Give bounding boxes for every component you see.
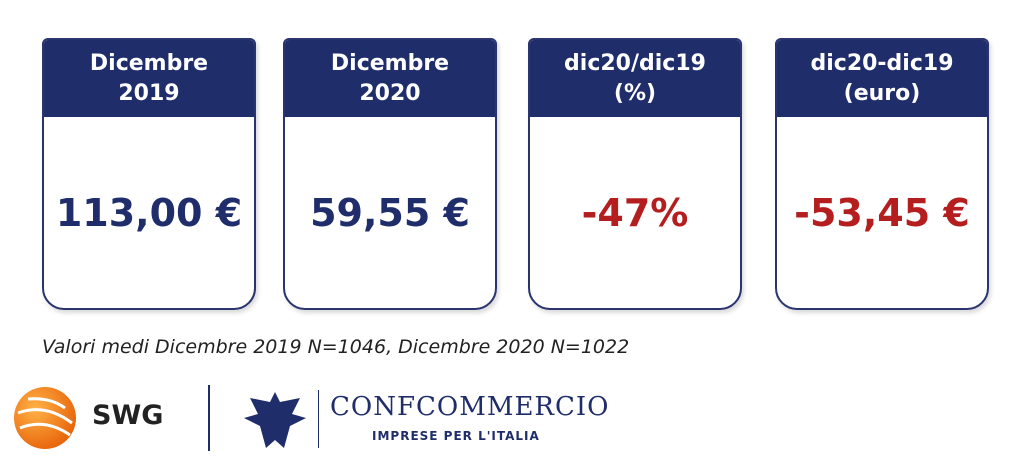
footnote: Valori medi Dicembre 2019 N=1046, Dicemb… [42,336,630,358]
header-line: (euro) [843,80,921,106]
card-value: -53,45 € [794,190,970,235]
card: Dicembre 2019 113,00 € [42,38,256,310]
card-header: dic20-dic19 (euro) [777,40,987,117]
header-line: dic20-dic19 [810,50,954,76]
confcommercio-logo: CONFCOMMERCIO [330,392,610,422]
header-line: 2019 [118,80,180,106]
header-line: 2020 [359,80,421,106]
card-value: -47% [581,190,689,235]
card-value: 59,55 € [310,190,470,235]
header-line: Dicembre [89,50,209,76]
card-header: dic20/dic19 (%) [530,40,740,117]
eagle-icon [244,392,306,448]
card-header: Dicembre 2020 [285,40,495,117]
card: dic20-dic19 (euro) -53,45 € [775,38,989,310]
header-line: (%) [613,80,657,106]
card-header: Dicembre 2019 [44,40,254,117]
header-line: Dicembre [330,50,450,76]
card-value: 113,00 € [55,190,243,235]
swg-logo: SWG [92,400,164,431]
card: dic20/dic19 (%) -47% [528,38,742,310]
tagline: IMPRESE PER L'ITALIA [372,429,540,443]
swg-icon [14,387,76,449]
card: Dicembre 2020 59,55 € [283,38,497,310]
divider [318,390,319,448]
header-line: dic20/dic19 [564,50,706,76]
divider [208,385,210,451]
